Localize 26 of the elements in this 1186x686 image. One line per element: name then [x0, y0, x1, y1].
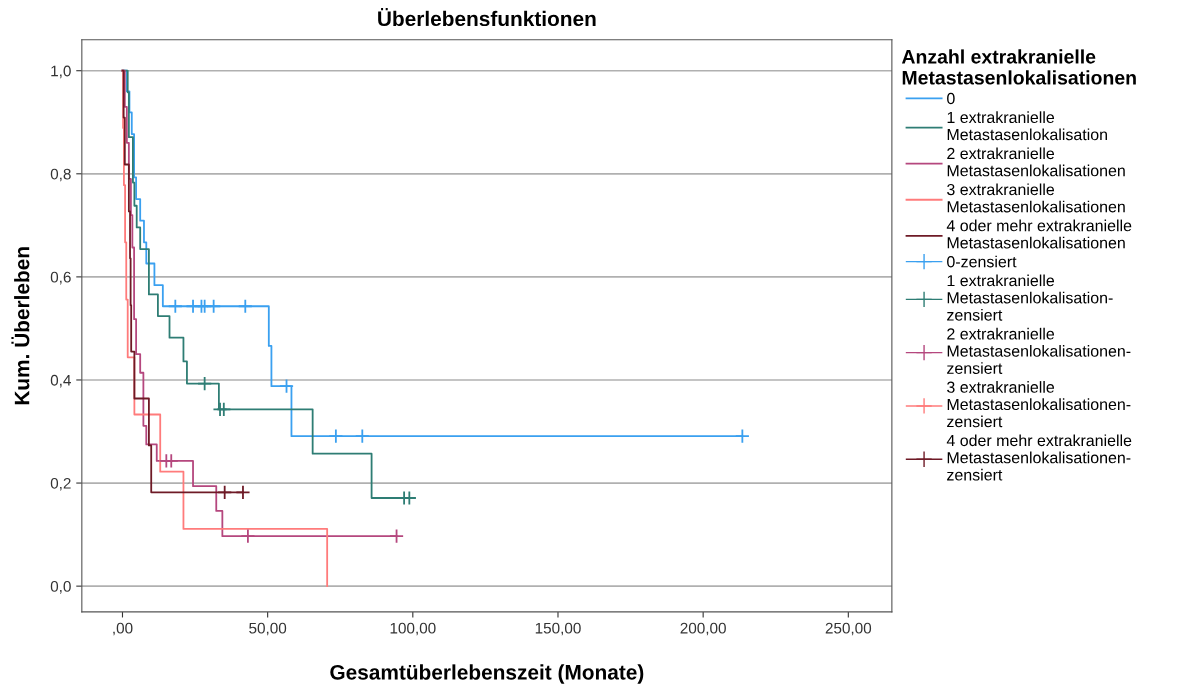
y-tick-label: 0,4: [50, 374, 71, 388]
x-tick-label: 150,00: [535, 622, 581, 636]
legend-label: 4 oder mehr extrakranielle Metastasenlokalisationen: [946, 219, 1132, 249]
y-tick-label: 0,0: [50, 581, 71, 594]
legend-label: 3 extrakranielle Metastasenlokalisationen- zensiert: [947, 381, 1131, 428]
y-tick-label: 0,2: [50, 477, 71, 491]
x-axis-title: Gesamtüberlebenszeit (Monate): [330, 664, 644, 684]
legend-label: 2 extrakranielle Metastasenlokalisationen: [947, 147, 1125, 177]
legend-label: 3 extrakranielle Metastasenlokalisationen: [947, 183, 1125, 213]
legend-label: 0-zensiert: [947, 255, 1017, 268]
x-tick-label: 100,00: [390, 622, 436, 636]
y-axis-title: Kum. Überleben: [11, 247, 30, 405]
x-tick-label: 200,00: [680, 622, 726, 636]
legend-label: 1 extrakranielle Metastasenlokalisation- zensiert: [947, 274, 1113, 321]
legend-label: 4 oder mehr extrakranielle Metastasenlokalisationen- zensiert: [946, 434, 1132, 481]
x-tick-label: 50,00: [249, 622, 287, 636]
y-tick-label: 1,0: [51, 65, 71, 79]
legend-label: 1 extrakranielle Metastasenlokalisation: [947, 111, 1107, 141]
x-tick-label: ,00: [113, 622, 133, 636]
chart-title: Überlebensfunktionen: [378, 8, 596, 27]
legend-label: 2 extrakranielle Metastasenlokalisationen- zensiert: [947, 327, 1131, 374]
y-tick-label: 0,8: [50, 168, 71, 182]
legend-label: 0: [947, 92, 955, 105]
legend-title: Anzahl extrakranielle Metastasenlokalisationen: [901, 49, 1136, 85]
y-tick-label: 0,6: [50, 271, 71, 285]
x-tick-label: 250,00: [825, 622, 872, 636]
